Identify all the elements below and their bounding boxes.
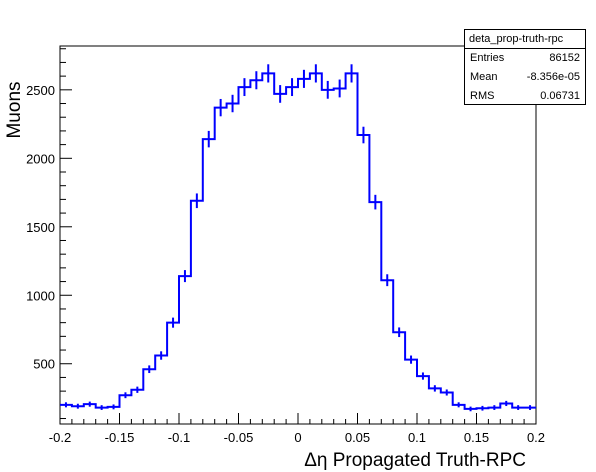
error-bars (64, 64, 532, 412)
x-tick-label: 0.1 (408, 430, 426, 445)
stats-rms-label: RMS (470, 90, 495, 102)
y-tick-label: 1500 (26, 220, 55, 235)
stats-title: deta_prop-truth-rpc (465, 30, 585, 49)
y-axis-ticks: 500 1000 1500 2000 2500 (26, 48, 72, 420)
x-tick-label: -0.05 (224, 430, 254, 445)
x-tick-label: -0.1 (168, 430, 190, 445)
stats-mean-label: Mean (470, 71, 498, 83)
y-tick-label: 2500 (26, 83, 55, 98)
stats-mean-row: Mean -8.356e-05 (465, 68, 585, 87)
stats-mean-value: -8.356e-05 (526, 71, 580, 83)
x-tick-label: 0.15 (464, 430, 489, 445)
x-axis-title: Δη Propagated Truth-RPC (304, 450, 526, 471)
stats-rms-value: 0.06731 (540, 90, 580, 102)
x-tick-label: 0 (294, 430, 301, 445)
stats-rms-row: RMS 0.06731 (465, 87, 585, 106)
y-tick-label: 2000 (26, 151, 55, 166)
x-tick-label: -0.2 (49, 430, 71, 445)
stats-entries-value: 86152 (549, 52, 580, 64)
x-tick-label: 0.05 (345, 430, 370, 445)
stats-entries-row: Entries 86152 (465, 49, 585, 68)
y-tick-label: 500 (33, 357, 55, 372)
y-axis-title: Muons (4, 81, 25, 138)
x-axis-ticks: -0.2 -0.15 -0.1 -0.05 0 0.05 0.1 0.15 0.2 (49, 413, 545, 445)
stats-box: deta_prop-truth-rpc Entries 86152 Mean -… (464, 29, 586, 105)
y-tick-label: 1000 (26, 288, 55, 303)
histogram-line (60, 72, 536, 410)
x-tick-label: 0.2 (527, 430, 545, 445)
stats-entries-label: Entries (470, 52, 505, 64)
x-tick-label: -0.15 (105, 430, 135, 445)
